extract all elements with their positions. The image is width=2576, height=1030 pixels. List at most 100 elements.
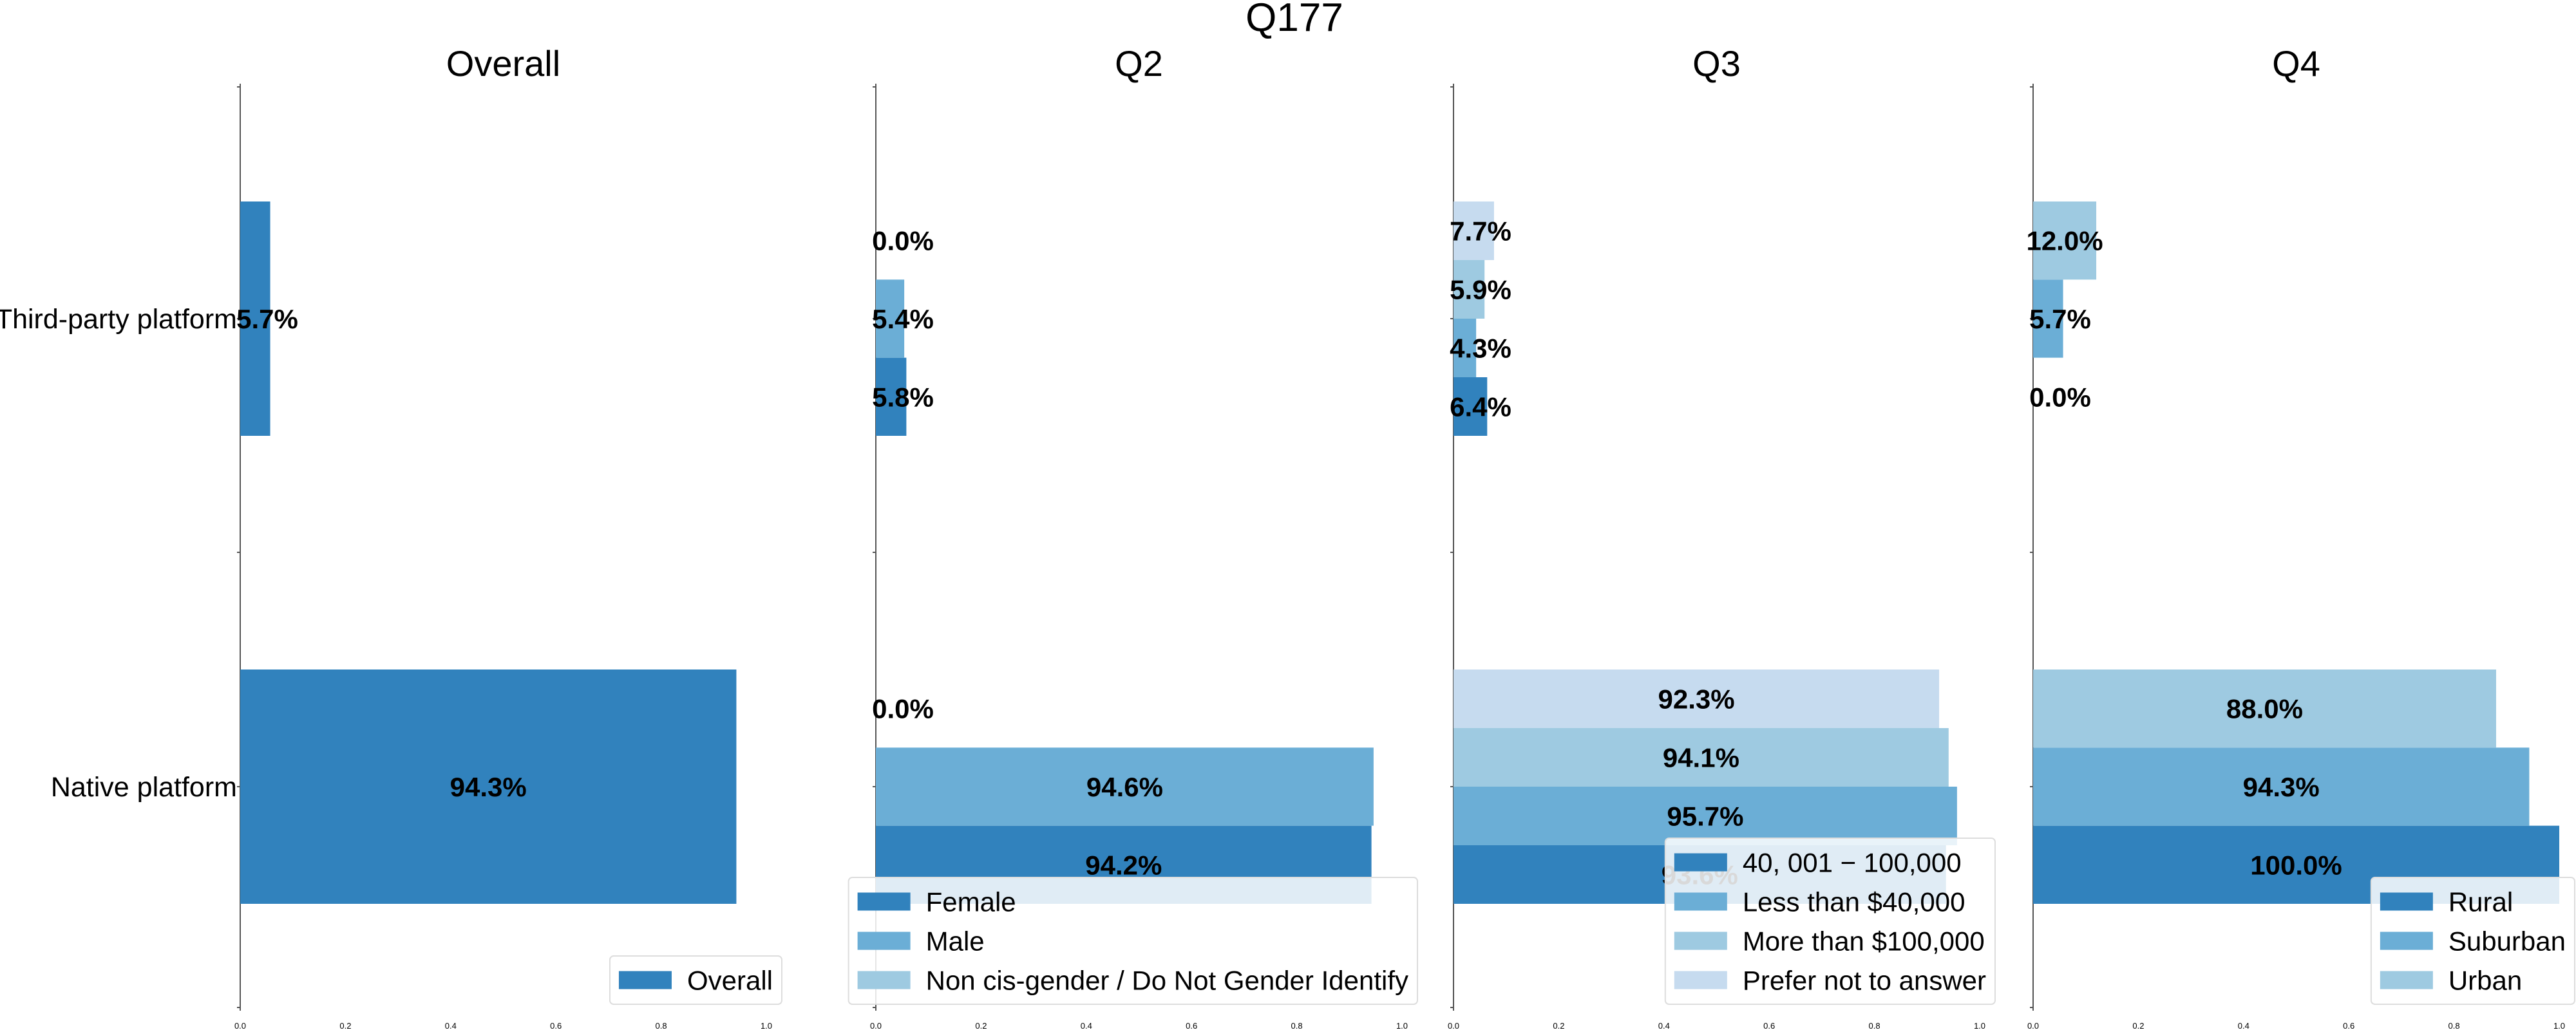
x-tick-label: 1.0 bbox=[2553, 1021, 2565, 1030]
legend-label-less-than-40-000: Less than $40,000 bbox=[1743, 887, 1965, 917]
bar-female-third-party-platform bbox=[876, 357, 907, 436]
legend-swatch-male bbox=[857, 932, 911, 950]
x-tick-label: 0.6 bbox=[2343, 1021, 2354, 1030]
legend: Female Male Non cis-gender / Do Not Gender… bbox=[848, 877, 1418, 1005]
value-label-overall-third-party-platform: 5.7% bbox=[236, 304, 298, 334]
panel-title: Overall bbox=[446, 43, 560, 84]
x-tick-label: 0.6 bbox=[1186, 1021, 1197, 1030]
legend-label-overall: Overall bbox=[687, 966, 773, 996]
value-label-prefer-not-to-answer-third-party-platform: 7.7% bbox=[1450, 216, 1511, 247]
x-tick-label: 0.0 bbox=[870, 1021, 882, 1030]
x-tick-label: 0.8 bbox=[1291, 1021, 1303, 1030]
value-label-less-than-40-000-third-party-platform: 4.3% bbox=[1450, 333, 1511, 364]
value-label-suburban-third-party-platform: 5.7% bbox=[2029, 304, 2091, 334]
panel-overall: Overall Third-party platform Native platfo… bbox=[0, 43, 782, 1030]
legend-swatch-more-than-100-000 bbox=[1674, 932, 1727, 950]
legend-swatch-rural bbox=[2380, 892, 2433, 911]
x-tick-label: 1.0 bbox=[761, 1021, 772, 1030]
value-label-female-native-platform: 94.2% bbox=[1085, 850, 1162, 880]
x-tick-label: 1.0 bbox=[1974, 1021, 1985, 1030]
bar-urban-native-platform bbox=[2033, 670, 2496, 748]
x-tick-label: 0.2 bbox=[339, 1021, 351, 1030]
legend-box bbox=[848, 877, 1418, 1005]
value-label-prefer-not-to-answer-native-platform: 92.3% bbox=[1658, 684, 1734, 715]
bar-overall-native-platform bbox=[240, 670, 737, 904]
legend: 40, 001 − 100,000 Less than $40,000 More t… bbox=[1664, 838, 1996, 1005]
x-tick-label: 0.0 bbox=[1448, 1021, 1459, 1030]
bar-more-than-100-000-third-party-platform bbox=[1454, 260, 1485, 319]
value-label-suburban-native-platform: 94.3% bbox=[2243, 772, 2320, 802]
value-label-less-than-40-000-native-platform: 95.7% bbox=[1667, 801, 1743, 832]
x-tick-label: 0.8 bbox=[2448, 1021, 2460, 1030]
value-label-rural-third-party-platform: 0.0% bbox=[2029, 382, 2091, 412]
legend-label-male: Male bbox=[926, 926, 985, 957]
legend-label-prefer-not-to-answer: Prefer not to answer bbox=[1743, 966, 1986, 996]
value-label-more-than-100-000-third-party-platform: 5.9% bbox=[1450, 275, 1511, 305]
x-tick-label: 0.8 bbox=[656, 1021, 667, 1030]
x-tick-label: 0.4 bbox=[1081, 1021, 1092, 1030]
x-tick-label: 0.2 bbox=[2132, 1021, 2144, 1030]
x-tick-label: 1.0 bbox=[1396, 1021, 1408, 1030]
legend-swatch-overall bbox=[618, 971, 672, 989]
panel-q4: Q4 0.0 0.2 0.4 0.6 0.8 1.0 0.0% 100.0% 5.7% 94.3% 1… bbox=[2026, 43, 2575, 1030]
panel-title: Q4 bbox=[2272, 43, 2320, 84]
legend-swatch-40-001-100-000 bbox=[1674, 853, 1727, 872]
value-label-male-third-party-platform: 5.4% bbox=[872, 304, 934, 334]
panel-q3: Q30.00.20.40.60.81.06.4%93.6%4.3%95.7%5.… bbox=[1448, 43, 1996, 1030]
panel-title: Q2 bbox=[1115, 43, 1163, 84]
bar-prefer-not-to-answer-third-party-platform bbox=[1454, 201, 1494, 260]
legend-box bbox=[609, 955, 782, 1005]
bar-overall-third-party-platform bbox=[240, 201, 270, 436]
bar-suburban-third-party-platform bbox=[2033, 279, 2063, 358]
legend: Overall bbox=[609, 955, 782, 1005]
bar-male-native-platform bbox=[876, 747, 1374, 826]
x-tick-label: 0.4 bbox=[445, 1021, 457, 1030]
x-tick-label: 0.4 bbox=[1658, 1021, 1670, 1030]
panel-q2: Q2 0.0 0.2 0.4 0.6 0.8 1.0 5.8% 94.2% 5.4% 94.6% 0.… bbox=[848, 43, 1418, 1030]
value-label-urban-native-platform: 88.0% bbox=[2226, 694, 2303, 724]
value-label-non-cis-gender-do-not-gender-identify-native-platform: 0.0% bbox=[872, 694, 934, 724]
x-tick-label: 0.0 bbox=[2027, 1021, 2039, 1030]
legend-swatch-less-than-40-000 bbox=[1674, 892, 1727, 911]
legend-label-urban: Urban bbox=[2448, 966, 2522, 996]
legend: Rural Suburban Urban bbox=[2370, 877, 2575, 1005]
category-label-third-party-platform: Third-party platform bbox=[0, 304, 237, 335]
bar-suburban-native-platform bbox=[2033, 747, 2530, 826]
legend-label-more-than-100-000: More than $100,000 bbox=[1743, 926, 1985, 957]
value-label-more-than-100-000-native-platform: 94.1% bbox=[1663, 743, 1739, 773]
value-label-overall-native-platform: 94.3% bbox=[450, 772, 527, 802]
bar-prefer-not-to-answer-native-platform bbox=[1454, 670, 1940, 728]
category-label-native-platform: Native platform bbox=[51, 772, 237, 803]
legend-swatch-female bbox=[857, 892, 911, 911]
chart-panels: Overall Third-party platform Native platfo… bbox=[0, 43, 2575, 1030]
x-tick-label: 0.2 bbox=[975, 1021, 987, 1030]
legend-label-40-001-100-000: 40, 001 − 100,000 bbox=[1743, 848, 1962, 878]
x-tick-label: 0.8 bbox=[1869, 1021, 1880, 1030]
legend-label-suburban: Suburban bbox=[2448, 926, 2566, 957]
value-label-40-001-100-000-third-party-platform: 6.4% bbox=[1450, 392, 1511, 422]
bar-less-than-40-000-native-platform bbox=[1454, 787, 1957, 845]
panel-title: Q3 bbox=[1692, 43, 1741, 84]
value-label-rural-native-platform: 100.0% bbox=[2250, 850, 2342, 880]
x-tick-label: 0.0 bbox=[234, 1021, 246, 1030]
legend-swatch-prefer-not-to-answer bbox=[1674, 971, 1727, 989]
bar-less-than-40-000-third-party-platform bbox=[1454, 319, 1477, 377]
bar-40-001-100-000-third-party-platform bbox=[1454, 377, 1488, 436]
value-label-female-third-party-platform: 5.8% bbox=[872, 382, 934, 412]
x-tick-label: 0.6 bbox=[1763, 1021, 1775, 1030]
legend-label-non-cis-gender-do-not-gender-identify: Non cis-gender / Do Not Gender Identify bbox=[926, 966, 1408, 996]
value-label-male-native-platform: 94.6% bbox=[1086, 772, 1163, 802]
x-tick-label: 0.4 bbox=[2238, 1021, 2249, 1030]
legend-swatch-urban bbox=[2380, 971, 2433, 989]
legend-swatch-non-cis-gender-do-not-gender-identify bbox=[857, 971, 911, 989]
x-tick-label: 0.6 bbox=[550, 1021, 562, 1030]
bar-urban-third-party-platform bbox=[2033, 201, 2097, 280]
legend-label-rural: Rural bbox=[2448, 887, 2513, 917]
value-label-urban-third-party-platform: 12.0% bbox=[2026, 226, 2103, 256]
legend-swatch-suburban bbox=[2380, 932, 2433, 950]
bar-more-than-100-000-native-platform bbox=[1454, 728, 1949, 787]
x-tick-label: 0.2 bbox=[1553, 1021, 1564, 1030]
legend-label-female: Female bbox=[926, 887, 1016, 917]
bar-male-third-party-platform bbox=[876, 279, 905, 358]
